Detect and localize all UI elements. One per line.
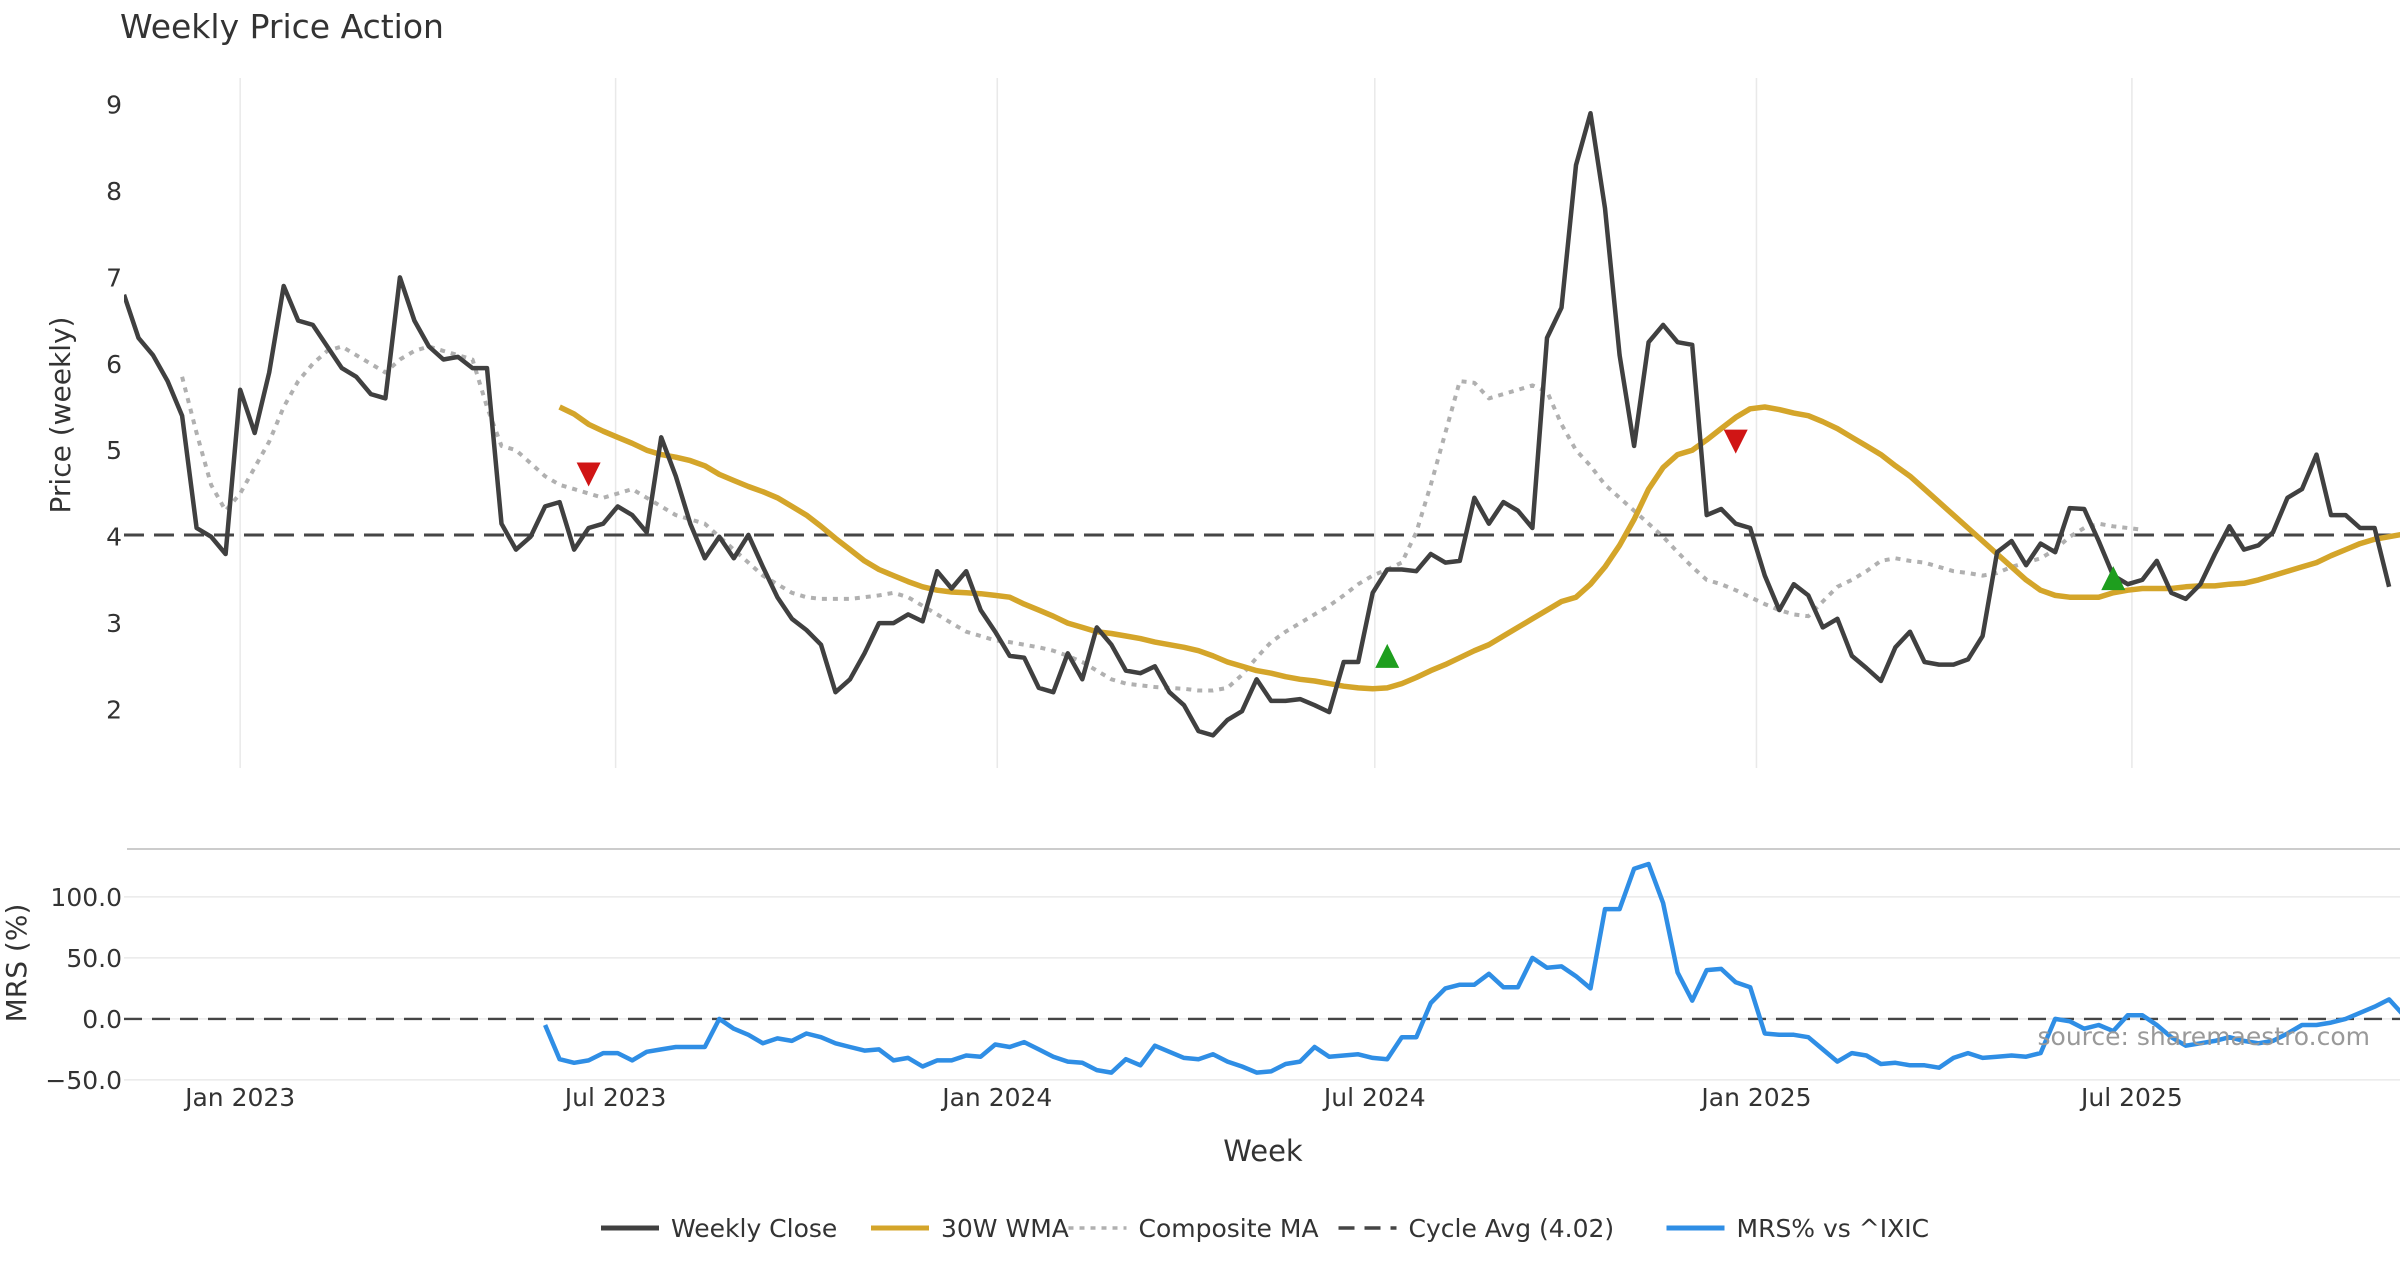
sell-signal-marker — [1723, 429, 1748, 454]
x-tick-label: Jul 2025 — [2079, 1083, 2183, 1112]
mrs-series — [543, 861, 2400, 1075]
legend-label: Weekly Close — [671, 1214, 837, 1243]
x-axis-label: Week — [1223, 1134, 1303, 1168]
mrs-y-tick-label: 0.0 — [82, 1005, 122, 1034]
legend-label: 30W WMA — [941, 1214, 1069, 1243]
legend: Weekly Close 30W WMA Composite MA Cycle Avg… — [601, 1214, 1929, 1243]
price-y-tick-label: 8 — [106, 177, 122, 206]
legend-label: MRS% vs ^IXIC — [1737, 1214, 1930, 1243]
source-annotation: source: sharemaestro.com — [2038, 1022, 2371, 1051]
mrs-y-axis-label: MRS (%) — [0, 904, 33, 1023]
composite-ma-line — [180, 344, 2143, 693]
price-y-tick-label: 3 — [106, 609, 122, 638]
legend-label: Composite MA — [1139, 1214, 1319, 1243]
price-y-tick-label: 2 — [106, 696, 122, 725]
price-y-tick-label: 7 — [106, 263, 122, 292]
buy-signal-marker — [1375, 643, 1400, 668]
mrs-y-tick-label: 50.0 — [66, 944, 122, 973]
mrs-y-axis: −50.0 0.0 50.0 100.0 — [45, 883, 122, 1095]
price-grid — [239, 78, 2133, 768]
x-tick-label: Jul 2024 — [1322, 1083, 1426, 1112]
sell-signal-marker — [576, 462, 601, 487]
x-tick-label: Jan 2025 — [1699, 1083, 1811, 1112]
price-y-tick-label: 6 — [106, 350, 122, 379]
chart-title: Weekly Price Action — [120, 7, 444, 46]
price-y-tick-label: 4 — [106, 523, 122, 552]
price-series — [124, 110, 2400, 738]
x-tick-label: Jan 2024 — [940, 1083, 1052, 1112]
mrs-y-tick-label: −50.0 — [45, 1066, 122, 1095]
weekly-close-line — [124, 110, 2392, 738]
legend-label: Cycle Avg (4.02) — [1409, 1214, 1615, 1243]
mrs-grid — [124, 896, 2400, 1081]
mrs-line — [543, 861, 2400, 1075]
signal-markers — [576, 429, 2126, 668]
price-y-tick-label: 9 — [106, 91, 122, 120]
price-y-tick-label: 5 — [106, 436, 122, 465]
mrs-y-tick-label: 100.0 — [50, 883, 122, 912]
x-axis: Jan 2023 Jul 2023 Jan 2024 Jul 2024 Jan 2025… — [183, 1083, 2183, 1112]
price-y-axis: 2 3 4 5 6 7 8 9 — [106, 91, 122, 725]
wma-30w-line — [558, 404, 2400, 692]
buy-signal-marker — [2101, 566, 2126, 591]
x-tick-label: Jan 2023 — [183, 1083, 295, 1112]
x-tick-label: Jul 2023 — [563, 1083, 667, 1112]
price-y-axis-label: Price (weekly) — [44, 317, 77, 514]
